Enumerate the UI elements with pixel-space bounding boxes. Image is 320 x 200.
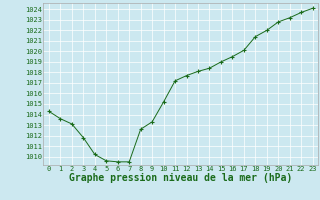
X-axis label: Graphe pression niveau de la mer (hPa): Graphe pression niveau de la mer (hPa) bbox=[69, 173, 292, 183]
